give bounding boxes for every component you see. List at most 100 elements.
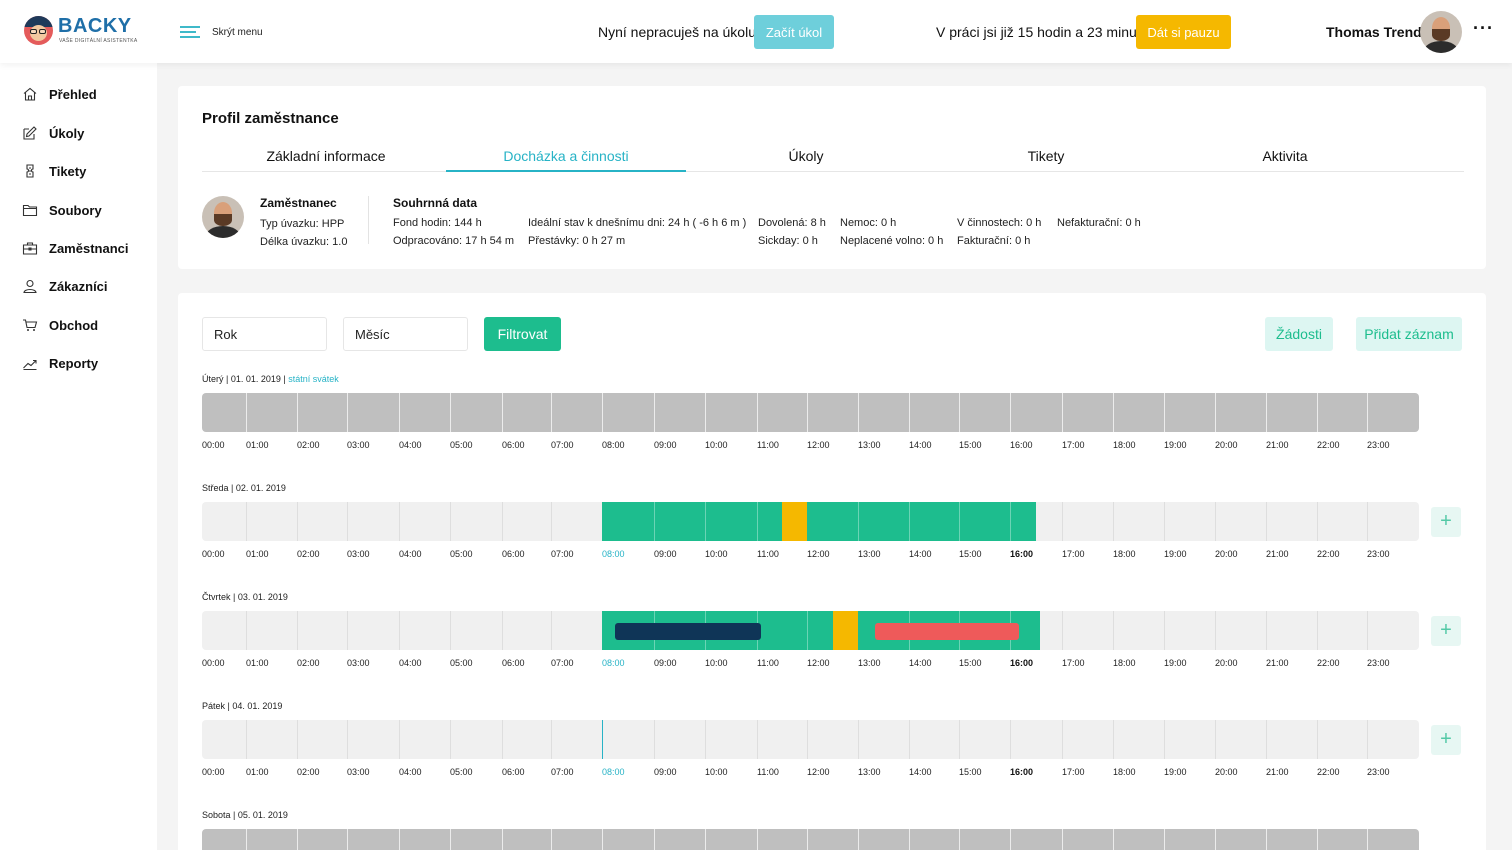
employee-profile-card: Profil zaměstnance Základní informace Do… <box>178 86 1486 269</box>
hour-grid-line <box>757 720 758 759</box>
hour-grid-line <box>246 720 247 759</box>
sidebar-item-tikety[interactable]: Tikety <box>22 161 86 181</box>
hour-label: 05:00 <box>450 767 473 777</box>
sidebar-item-obchod[interactable]: Obchod <box>22 315 98 335</box>
day-timeline-track[interactable] <box>202 393 1419 432</box>
hour-grid-line <box>1010 393 1011 432</box>
tab-activity[interactable]: Aktivita <box>1262 148 1308 164</box>
filter-button[interactable]: Filtrovat <box>484 317 561 351</box>
hour-label: 05:00 <box>450 658 473 668</box>
sidebar-item-ukoly[interactable]: Úkoly <box>22 123 84 143</box>
hour-grid-line <box>551 720 552 759</box>
user-avatar[interactable] <box>1420 11 1462 53</box>
hour-label: 14:00 <box>909 549 932 559</box>
activity-bar[interactable] <box>615 623 762 640</box>
day-timeline-track[interactable] <box>202 720 1419 759</box>
logo[interactable]: BACKY VAŠE DIGITÁLNÍ ASISTENTKA <box>24 15 137 48</box>
hour-grid-line <box>450 720 451 759</box>
sidebar-item-soubory[interactable]: Soubory <box>22 200 102 220</box>
hour-label: 07:00 <box>551 658 574 668</box>
hour-label: 10:00 <box>705 549 728 559</box>
hour-grid-line <box>1113 720 1114 759</box>
hour-label: 00:00 <box>202 658 225 668</box>
day-timeline-track[interactable] <box>202 611 1419 650</box>
add-record-button[interactable]: Přidat záznam <box>1356 317 1462 351</box>
day-timeline-track[interactable] <box>202 829 1419 850</box>
add-entry-button[interactable]: + <box>1431 616 1461 646</box>
hour-label: 09:00 <box>654 549 677 559</box>
hour-label: 23:00 <box>1367 767 1390 777</box>
hour-label: 09:00 <box>654 658 677 668</box>
take-break-button[interactable]: Dát si pauzu <box>1136 15 1231 49</box>
hour-grid-line <box>450 829 451 850</box>
hour-grid-line <box>909 502 910 541</box>
hour-label: 16:00 <box>1010 767 1034 777</box>
sidebar-item-label: Obchod <box>49 317 99 333</box>
hour-grid-line <box>450 502 451 541</box>
tab-basic-info[interactable]: Základní informace <box>266 148 386 164</box>
tab-attendance[interactable]: Docházka a činnosti <box>446 148 686 172</box>
start-task-button[interactable]: Začít úkol <box>754 15 834 49</box>
summary-item: Přestávky: 0 h 27 m <box>528 235 626 247</box>
day-note-separator: | <box>280 374 289 384</box>
hour-label: 11:00 <box>757 440 779 450</box>
summary-item: Fond hodin: 144 h <box>393 217 482 229</box>
hour-grid-line <box>1164 502 1165 541</box>
divider <box>368 196 369 244</box>
break-segment[interactable] <box>832 611 858 650</box>
more-options-icon[interactable]: ··· <box>1473 18 1494 38</box>
hour-grid-line <box>1367 720 1368 759</box>
break-segment[interactable] <box>782 502 807 541</box>
hour-label: 20:00 <box>1215 549 1238 559</box>
tab-tasks[interactable]: Úkoly <box>788 148 824 164</box>
sidebar-item-reporty[interactable]: Reporty <box>22 353 98 373</box>
hour-grid-line <box>1113 393 1114 432</box>
alert-bar[interactable] <box>875 623 1019 640</box>
hour-grid-line <box>757 393 758 432</box>
summary-item: Odpracováno: 17 h 54 m <box>393 235 515 247</box>
user-icon <box>23 279 37 294</box>
hour-label: 12:00 <box>807 440 830 450</box>
sidebar-item-zamestnanci[interactable]: Zaměstnanci <box>22 238 128 258</box>
tab-tickets[interactable]: Tikety <box>1027 148 1065 164</box>
hour-label: 04:00 <box>399 767 422 777</box>
hour-grid-line <box>297 829 298 850</box>
hour-label: 03:00 <box>347 440 370 450</box>
hour-grid-line <box>959 720 960 759</box>
hour-grid-line <box>1317 393 1318 432</box>
hour-label: 17:00 <box>1062 767 1085 777</box>
hour-grid-line <box>399 720 400 759</box>
month-input[interactable] <box>343 317 468 351</box>
hour-grid-line <box>502 393 503 432</box>
hour-grid-line <box>1367 829 1368 850</box>
summary-column: Dovolená: 8 h Sickday: 0 h <box>758 214 826 250</box>
hour-grid-line <box>858 829 859 850</box>
year-input[interactable] <box>202 317 327 351</box>
hour-grid-line <box>347 393 348 432</box>
work-segment[interactable] <box>602 502 782 541</box>
user-name[interactable]: Thomas Trend <box>1326 24 1422 40</box>
day-timeline-track[interactable] <box>202 502 1419 541</box>
hide-menu-button[interactable]: Skrýt menu <box>180 22 263 42</box>
work-segment[interactable] <box>807 502 1036 541</box>
sidebar-item-label: Přehled <box>49 86 97 102</box>
hour-label: 18:00 <box>1113 549 1136 559</box>
hour-label: 10:00 <box>705 767 728 777</box>
sidebar-item-zakaznici[interactable]: Zákazníci <box>22 276 108 296</box>
add-entry-button[interactable]: + <box>1431 725 1461 755</box>
hide-menu-label: Skrýt menu <box>212 26 263 38</box>
hour-label: 08:00 <box>602 658 625 668</box>
cart-icon <box>23 319 38 331</box>
hour-label: 10:00 <box>705 440 728 450</box>
hour-grid-line <box>705 829 706 850</box>
add-entry-button[interactable]: + <box>1431 507 1461 537</box>
hour-grid-line <box>347 720 348 759</box>
hour-label: 07:00 <box>551 440 574 450</box>
summary-item: Fakturační: 0 h <box>957 235 1031 247</box>
hour-label: 23:00 <box>1367 549 1390 559</box>
hour-grid-line <box>654 393 655 432</box>
sidebar-item-prehled[interactable]: Přehled <box>22 84 97 104</box>
hour-grid-line <box>1266 720 1267 759</box>
requests-button[interactable]: Žádosti <box>1265 317 1333 351</box>
hour-grid-line <box>858 393 859 432</box>
